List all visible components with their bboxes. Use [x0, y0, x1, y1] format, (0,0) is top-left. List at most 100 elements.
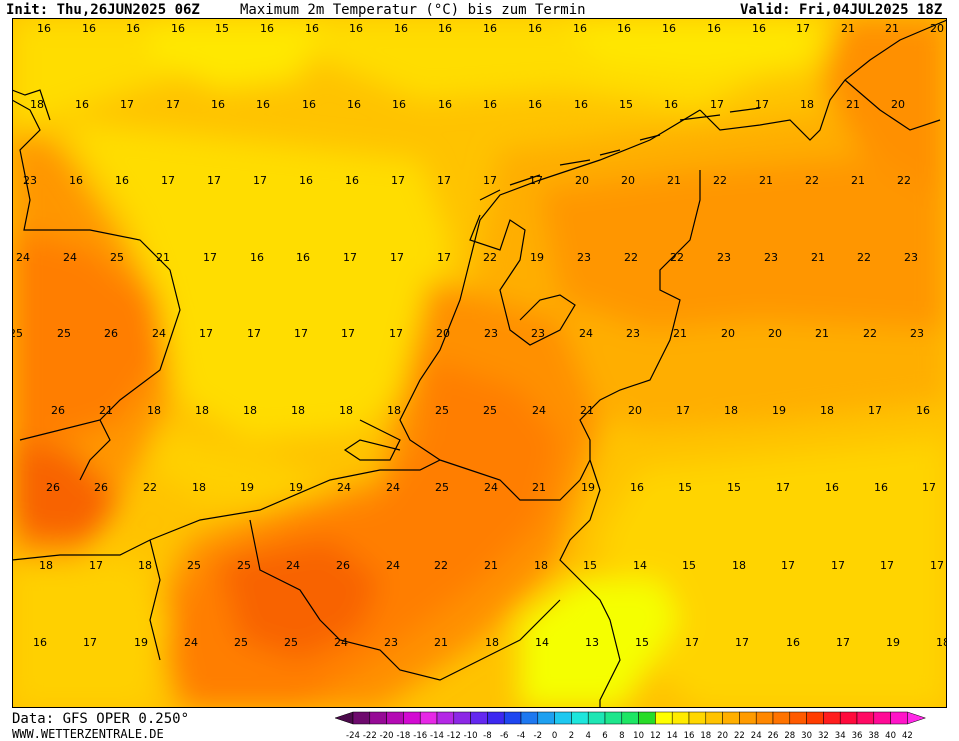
legend-tick: -18 [396, 731, 410, 741]
temperature-value: 21 [846, 98, 860, 111]
legend-tick: -10 [464, 731, 478, 741]
temperature-value: 17 [391, 174, 405, 187]
temperature-value: 20 [930, 22, 944, 35]
legend-tick: -8 [483, 731, 491, 741]
legend-swatch [772, 711, 791, 725]
temperature-values: 16 16 16 16 15 16 16 16 16 16 16 16 16 16 16 16 16 17 21 21… [12, 22, 947, 649]
temperature-value: 16 [75, 98, 89, 111]
temperature-value: 15 [727, 481, 741, 494]
legend-tick: 6 [602, 731, 607, 741]
temperature-value: 20 [768, 327, 782, 340]
legend-swatch [621, 711, 639, 725]
legend-tick: 34 [835, 731, 846, 741]
zone-22-east [540, 150, 947, 330]
legend-tick: 8 [619, 731, 624, 741]
temperature-value: 16 [573, 22, 587, 35]
zone-22-topright [820, 18, 947, 200]
temperature-value: 26 [104, 327, 118, 340]
legend-tick: 26 [768, 731, 779, 741]
temperature-value: 18 [732, 559, 746, 572]
legend-swatch [755, 711, 774, 725]
temperature-value: 19 [530, 251, 544, 264]
legend-tick: 24 [751, 731, 762, 741]
legend-swatch [369, 711, 387, 725]
temperature-value: 16 [786, 636, 800, 649]
legend-swatch [403, 711, 421, 725]
temperature-value: 25 [12, 327, 23, 340]
temperature-value: 21 [851, 174, 865, 187]
temperature-value: 16 [260, 22, 274, 35]
temperature-value: 16 [171, 22, 185, 35]
temperature-value: 23 [484, 327, 498, 340]
temperature-value: 25 [483, 404, 497, 417]
legend-swatch [671, 711, 690, 725]
coast-scotland-top [12, 89, 51, 121]
temperature-value: 25 [57, 327, 71, 340]
legend-tick: 38 [868, 731, 879, 741]
coast-england [12, 99, 181, 441]
legend-tick: 20 [717, 731, 728, 741]
temperature-value: 16 [392, 98, 406, 111]
temperature-value: 21 [885, 22, 899, 35]
map-title: Maximum 2m Temperatur (°C) bis zum Termi… [240, 2, 586, 18]
website: WWW.WETTERZENTRALE.DE [12, 727, 164, 741]
temperature-value: 22 [897, 174, 911, 187]
zone-14-north [150, 18, 320, 90]
border-belgium-nl [439, 170, 701, 501]
temperature-value: 21 [811, 251, 825, 264]
temperature-value: 16 [349, 22, 363, 35]
legend-swatch [688, 711, 707, 725]
temperature-value: 16 [115, 174, 129, 187]
temperature-value: 17 [685, 636, 699, 649]
temperature-value: 16 [574, 98, 588, 111]
legend-swatch [503, 711, 522, 725]
temperature-value: 26 [336, 559, 350, 572]
temperature-value: 21 [532, 481, 546, 494]
legend-swatch [873, 711, 891, 725]
temperature-value: 25 [187, 559, 201, 572]
temperature-value: 16 [69, 174, 83, 187]
temperature-value: 21 [99, 404, 113, 417]
temperature-value: 18 [39, 559, 53, 572]
temperature-value: 16 [250, 251, 264, 264]
temperature-value: 22 [863, 327, 877, 340]
temperature-value: 21 [673, 327, 687, 340]
temperature-value: 18 [387, 404, 401, 417]
coast-frisian-islands [479, 107, 761, 201]
temperature-value: 17 [735, 636, 749, 649]
temperature-value: 24 [532, 404, 546, 417]
temperature-value: 17 [120, 98, 134, 111]
temperature-value: 17 [676, 404, 690, 417]
temperature-value: 17 [199, 327, 213, 340]
legend-tick: -4 [517, 731, 525, 741]
temperature-value: 17 [880, 559, 894, 572]
temperature-value: 17 [89, 559, 103, 572]
temperature-value: 24 [334, 636, 348, 649]
temperature-value: 24 [484, 481, 498, 494]
temperature-value: 20 [628, 404, 642, 417]
temperature-value: 16 [916, 404, 930, 417]
legend-tick: 30 [801, 731, 812, 741]
legend-swatch [739, 711, 757, 725]
temperature-value: 21 [759, 174, 773, 187]
temperature-value: 17 [294, 327, 308, 340]
temperature-value: 25 [435, 404, 449, 417]
temperature-value: 21 [434, 636, 448, 649]
temperature-value: 17 [755, 98, 769, 111]
temperature-value: 17 [710, 98, 724, 111]
temperature-value: 18 [800, 98, 814, 111]
temperature-value: 16 [664, 98, 678, 111]
temperature-value: 16 [662, 22, 676, 35]
temperature-value: 25 [284, 636, 298, 649]
temperature-value: 17 [247, 327, 261, 340]
temperature-value: 17 [203, 251, 217, 264]
legend-swatch [890, 711, 908, 725]
legend-tick: -14 [430, 731, 444, 741]
legend-tick: 12 [650, 731, 661, 741]
temperature-value: 23 [577, 251, 591, 264]
temperature-value: 21 [841, 22, 855, 35]
legend-tick: 32 [818, 731, 829, 741]
temperature-value: 16 [305, 22, 319, 35]
temperature-value: 16 [347, 98, 361, 111]
temperature-value: 23 [23, 174, 37, 187]
